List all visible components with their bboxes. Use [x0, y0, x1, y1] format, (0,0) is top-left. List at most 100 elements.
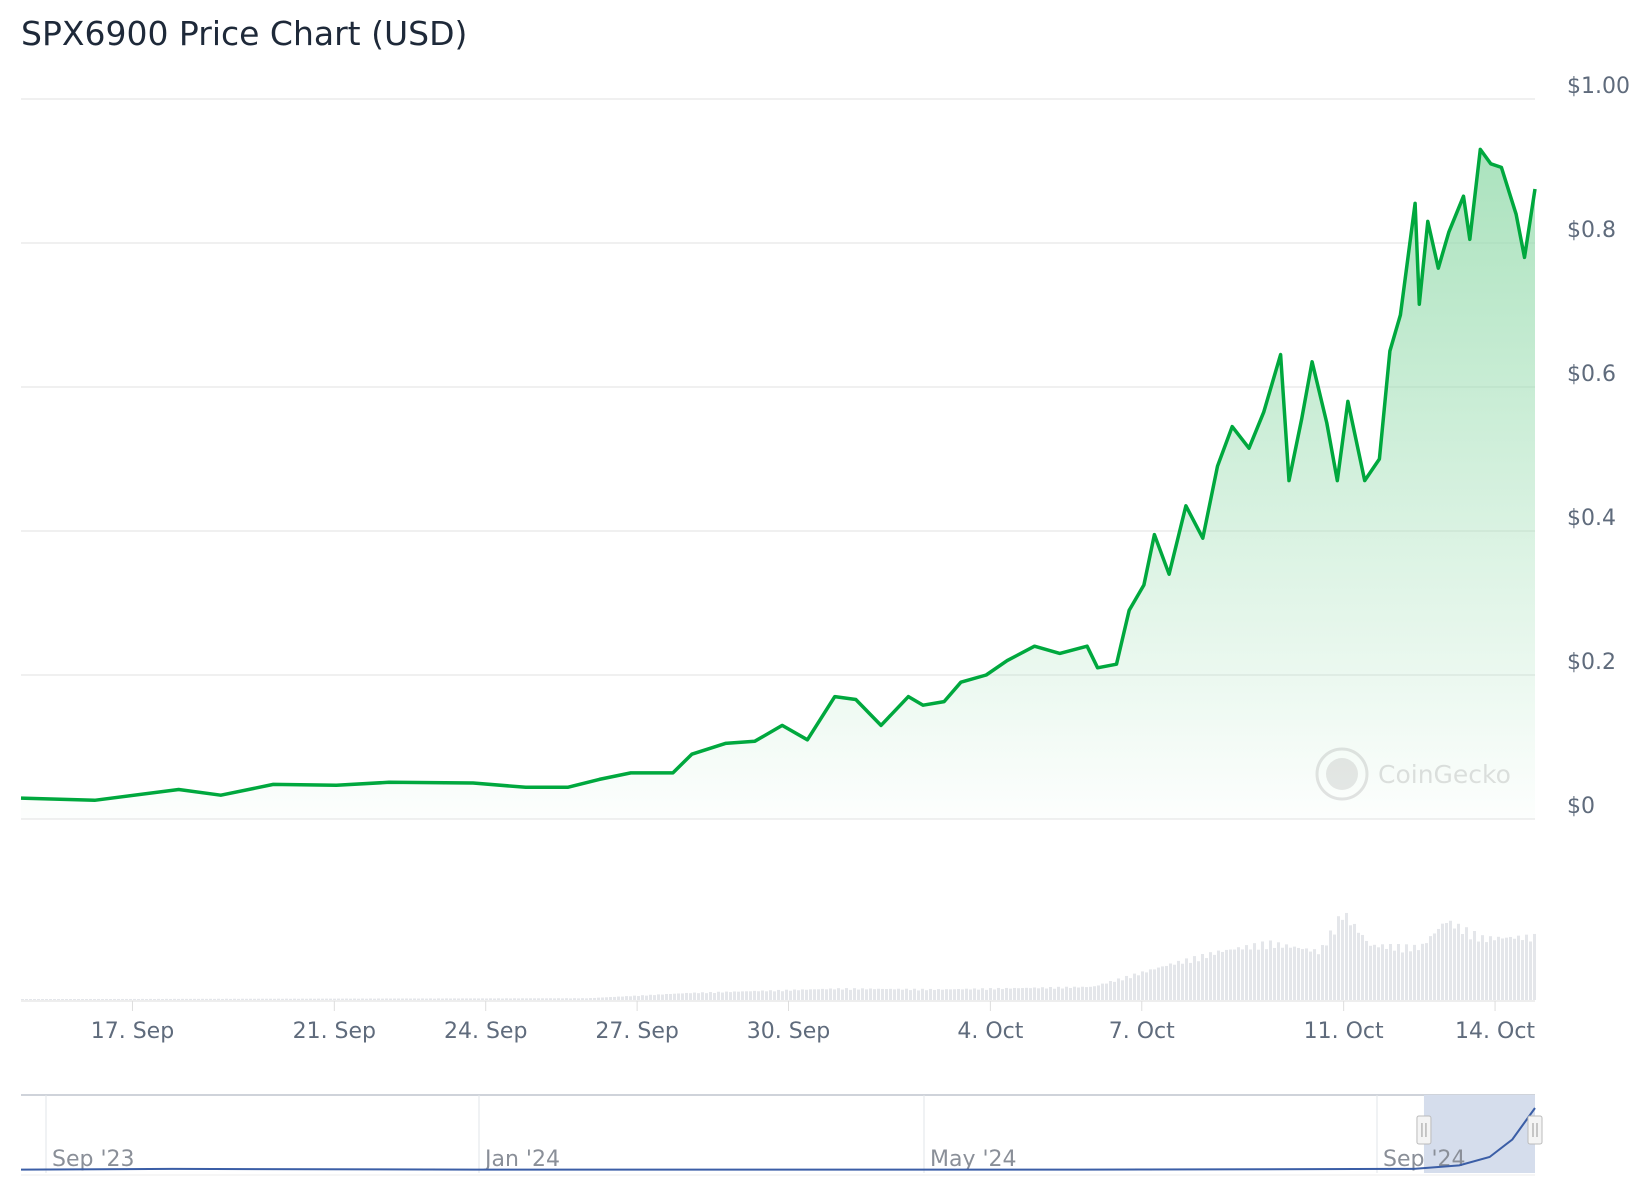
volume-bar: [681, 993, 684, 1000]
navigator-handle-right[interactable]: [1527, 1115, 1543, 1145]
volume-bar: [857, 989, 860, 1000]
volume-bar: [313, 998, 316, 1000]
volume-bar: [1477, 941, 1480, 1000]
volume-bar: [237, 998, 240, 1000]
volume-bar: [1173, 964, 1176, 1000]
volume-bar: [1065, 986, 1068, 1000]
volume-bar: [1305, 948, 1308, 1000]
x-tick-label: 30. Sep: [747, 1019, 830, 1044]
volume-bar: [1501, 938, 1504, 1000]
volume-bar: [1089, 986, 1092, 1000]
volume-bar: [897, 988, 900, 1000]
volume-bar: [1445, 923, 1448, 1000]
volume-bar: [321, 998, 324, 1000]
volume-bar: [1357, 932, 1360, 1000]
volume-bar: [357, 998, 360, 1000]
volume-bar: [1093, 986, 1096, 1000]
volume-bar: [809, 989, 812, 1000]
volume-bar: [921, 988, 924, 1000]
volume-bar: [113, 998, 116, 1000]
volume-bar: [453, 998, 456, 1000]
coingecko-watermark: CoinGecko: [1315, 747, 1511, 801]
volume-bar: [133, 998, 136, 1000]
volume-bar: [913, 988, 916, 1000]
volume-bar: [1505, 937, 1508, 1000]
volume-bar: [805, 989, 808, 1000]
volume-bar: [853, 988, 856, 1000]
volume-bar: [69, 999, 72, 1000]
volume-bar: [861, 988, 864, 1000]
volume-bar: [117, 998, 120, 1000]
volume-bar: [265, 998, 268, 1000]
volume-bar: [509, 998, 512, 1000]
volume-bar: [337, 998, 340, 1000]
volume-bar: [125, 998, 128, 1000]
volume-bar: [89, 998, 92, 1000]
volume-bar: [785, 989, 788, 1000]
volume-bar: [665, 994, 668, 1000]
volume-bar: [501, 998, 504, 1000]
navigator[interactable]: Sep '23 Jan '24 May '24 Sep '24: [20, 1094, 1543, 1176]
volume-bar: [261, 998, 264, 1000]
x-tick-label: 14. Oct: [1455, 1019, 1535, 1044]
volume-bar: [333, 998, 336, 1000]
volume-bar: [373, 998, 376, 1000]
volume-bar: [33, 999, 36, 1000]
volume-bar: [693, 992, 696, 1000]
volume-bar: [1533, 933, 1536, 1000]
volume-bar: [1169, 963, 1172, 1000]
volume-bar: [901, 989, 904, 1000]
volume-bar: [689, 993, 692, 1000]
volume-bar: [833, 989, 836, 1000]
volume-bar: [1245, 945, 1248, 1000]
volume-bar: [197, 998, 200, 1000]
volume-bar: [1029, 988, 1032, 1000]
volume-bar: [1249, 949, 1252, 1000]
navigator-handle-left[interactable]: [1416, 1115, 1432, 1145]
volume-bar: [949, 989, 952, 1000]
volume-bar: [1229, 949, 1232, 1000]
volume-bar: [957, 989, 960, 1000]
volume-bar: [205, 998, 208, 1000]
volume-bar: [101, 999, 104, 1000]
volume-bar: [1069, 988, 1072, 1000]
volume-bar: [405, 998, 408, 1000]
volume-bar: [361, 998, 364, 1000]
volume-bar: [93, 999, 96, 1000]
volume-bar: [529, 998, 532, 1000]
volume-bar: [757, 991, 760, 1000]
volume-bar: [1141, 971, 1144, 1000]
volume-bar: [1137, 975, 1140, 1000]
volume-bar: [1017, 988, 1020, 1000]
volume-bar: [477, 998, 480, 1000]
volume-bar: [1129, 978, 1132, 1000]
volume-bar: [745, 991, 748, 1000]
volume-bar: [1205, 958, 1208, 1000]
volume-bar: [1073, 986, 1076, 1000]
volume-bar: [457, 998, 460, 1000]
volume-bar: [189, 998, 192, 1000]
volume-bar: [597, 997, 600, 1000]
volume-bar: [601, 997, 604, 1000]
y-tick-label: $1.00: [1567, 74, 1630, 99]
volume-bar: [1293, 946, 1296, 1000]
volume-bar: [393, 998, 396, 1000]
volume-bar: [1025, 987, 1028, 1000]
volume-bar: [825, 989, 828, 1000]
volume-bar: [885, 989, 888, 1000]
chart-title: SPX6900 Price Chart (USD): [21, 14, 468, 53]
x-tick-label: 27. Sep: [595, 1019, 678, 1044]
volume-bar: [281, 998, 284, 1000]
volume-bar: [533, 998, 536, 1000]
volume-bar: [85, 999, 88, 1000]
volume-bar: [765, 991, 768, 1000]
volume-bar: [129, 998, 132, 1000]
volume-bar: [269, 998, 272, 1000]
volume-bar: [845, 988, 848, 1000]
volume-bar: [1133, 973, 1136, 1000]
volume-bar: [353, 998, 356, 1000]
volume-bar: [1109, 981, 1112, 1000]
volume-bar: [653, 995, 656, 1000]
volume-bar: [1033, 987, 1036, 1000]
